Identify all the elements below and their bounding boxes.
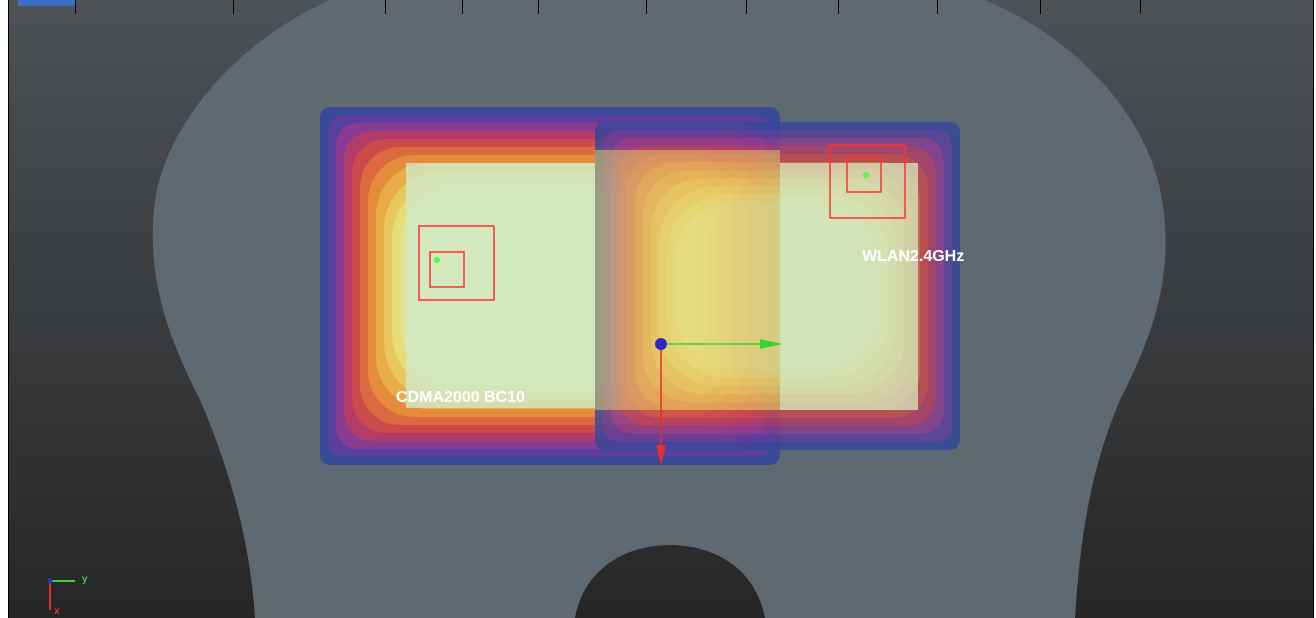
- arrow-head: [760, 339, 782, 349]
- peak-point: [434, 257, 440, 263]
- zoom-scan-inner: [429, 251, 465, 288]
- triad-label: x: [54, 606, 60, 617]
- band-label: CDMA2000 BC10: [396, 389, 525, 406]
- zoom-scan-outer: [829, 144, 906, 219]
- origin: [655, 338, 667, 350]
- zoom-scan-inner: [846, 157, 882, 193]
- peak-point: [863, 172, 869, 178]
- triad-label: y: [82, 574, 88, 585]
- sar-contour: [780, 163, 918, 410]
- arrow-head: [656, 445, 666, 466]
- heatmaps: [320, 107, 960, 465]
- table-cell-highlight: [18, 0, 75, 6]
- triad-origin: [47, 578, 53, 584]
- zoom-scan-outer: [418, 225, 495, 301]
- sar-contour: [406, 163, 595, 408]
- sar-contour: [595, 150, 780, 410]
- table-borders: [8, 0, 1314, 618]
- band-label: WLAN2.4GHz: [862, 248, 964, 265]
